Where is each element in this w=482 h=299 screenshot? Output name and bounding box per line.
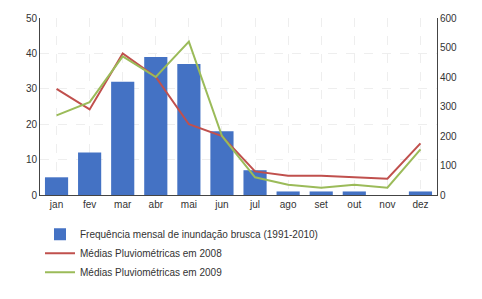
svg-text:40: 40 (26, 48, 38, 59)
svg-text:600: 600 (440, 13, 457, 24)
svg-text:10: 10 (26, 154, 38, 165)
svg-text:set: set (315, 199, 329, 210)
svg-text:0: 0 (31, 190, 37, 201)
svg-text:0: 0 (440, 190, 446, 201)
svg-text:out: out (347, 199, 361, 210)
svg-text:jan: jan (49, 199, 63, 210)
svg-text:Frequência mensal de inundação: Frequência mensal de inundação brusca (1… (80, 229, 318, 240)
svg-text:50: 50 (26, 13, 38, 24)
svg-text:Médias Pluviométricas em 2008: Médias Pluviométricas em 2008 (80, 248, 222, 259)
svg-text:mai: mai (181, 199, 197, 210)
svg-text:jun: jun (214, 199, 228, 210)
svg-text:fev: fev (83, 199, 96, 210)
svg-text:500: 500 (440, 42, 457, 53)
svg-text:mar: mar (114, 199, 132, 210)
svg-text:100: 100 (440, 160, 457, 171)
svg-text:30: 30 (26, 83, 38, 94)
svg-text:300: 300 (440, 101, 457, 112)
svg-text:abr: abr (149, 199, 164, 210)
svg-text:jul: jul (249, 199, 260, 210)
svg-text:200: 200 (440, 131, 457, 142)
svg-text:400: 400 (440, 72, 457, 83)
svg-text:Médias Pluviométricas em 2009: Médias Pluviométricas em 2009 (80, 267, 222, 278)
svg-text:ago: ago (280, 199, 297, 210)
svg-text:20: 20 (26, 119, 38, 130)
svg-text:nov: nov (379, 199, 395, 210)
svg-text:dez: dez (412, 199, 428, 210)
